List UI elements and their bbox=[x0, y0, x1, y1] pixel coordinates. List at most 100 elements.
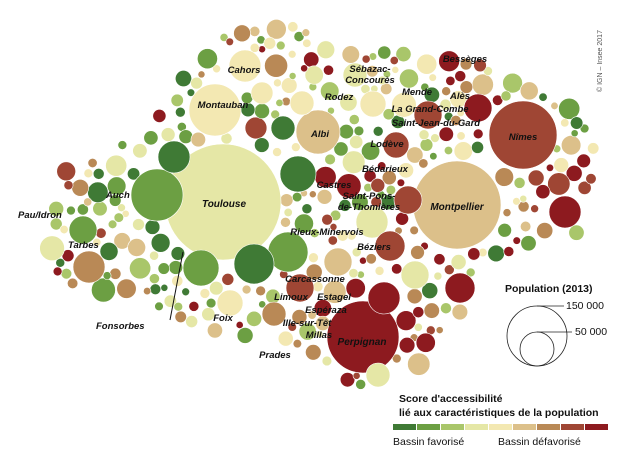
population-bubble bbox=[321, 213, 333, 226]
population-bubble bbox=[205, 297, 217, 309]
population-bubble bbox=[152, 109, 167, 123]
population-bubble bbox=[197, 70, 206, 79]
population-bubble bbox=[113, 212, 124, 223]
population-bubble bbox=[333, 141, 349, 157]
score-legend-low-label: Bassin favorisé bbox=[393, 436, 464, 448]
fonsorbes-leader-line bbox=[169, 251, 184, 321]
city-label-nimes: Nîmes bbox=[509, 132, 538, 143]
population-bubble bbox=[558, 97, 581, 120]
population-bubble bbox=[190, 131, 206, 148]
population-bubble bbox=[560, 135, 582, 156]
population-bubble bbox=[500, 90, 512, 102]
population-bubble bbox=[160, 127, 176, 142]
population-bubble bbox=[520, 220, 532, 233]
city-label-prades: Prades bbox=[259, 350, 291, 361]
population-bubble bbox=[456, 131, 466, 141]
population-bubble bbox=[283, 207, 293, 217]
population-bubble bbox=[363, 169, 377, 183]
population-bubble bbox=[254, 103, 270, 119]
population-bubble bbox=[320, 81, 340, 101]
population-bubble bbox=[316, 189, 333, 205]
population-bubble bbox=[428, 73, 437, 82]
population-bubble bbox=[149, 283, 162, 295]
population-bubble bbox=[398, 162, 414, 179]
population-bubble bbox=[173, 301, 184, 312]
population-bubble bbox=[512, 236, 521, 245]
population-bubble bbox=[327, 235, 338, 246]
score-legend-swatch bbox=[561, 424, 584, 430]
population-bubble bbox=[519, 194, 528, 203]
population-bubble bbox=[280, 216, 291, 228]
population-bubble bbox=[109, 194, 122, 207]
city-label-millas: Millas bbox=[306, 330, 332, 341]
population-bubble bbox=[143, 130, 159, 146]
population-bubble bbox=[233, 243, 275, 285]
population-bubble bbox=[132, 218, 145, 231]
population-bubble bbox=[406, 146, 424, 164]
population-bubble bbox=[174, 310, 187, 324]
population-bubble bbox=[127, 167, 141, 181]
population-bubble bbox=[406, 288, 423, 305]
population-bubble bbox=[277, 330, 294, 347]
population-bubble bbox=[421, 282, 439, 299]
population-bubble bbox=[266, 19, 287, 40]
population-bubble bbox=[149, 273, 160, 285]
population-bubble bbox=[219, 33, 229, 42]
population-bubble bbox=[291, 142, 301, 152]
population-bubble bbox=[270, 115, 296, 141]
city-label-cahors: Cahors bbox=[228, 65, 261, 76]
population-bubble bbox=[377, 161, 387, 171]
population-bubble bbox=[305, 344, 322, 361]
population-bubble bbox=[157, 262, 170, 275]
population-bubble bbox=[241, 284, 252, 295]
population-bubble bbox=[178, 129, 194, 144]
population-bubble bbox=[399, 68, 419, 89]
population-legend-value-large: 150 000 bbox=[566, 300, 604, 312]
population-bubble bbox=[63, 180, 74, 191]
population-bubble bbox=[560, 118, 570, 128]
population-bubble bbox=[287, 50, 297, 59]
population-bubble bbox=[351, 193, 369, 211]
population-bubble bbox=[440, 302, 452, 315]
population-bubble bbox=[336, 173, 362, 199]
population-bubble bbox=[236, 327, 254, 344]
population-bubble bbox=[143, 287, 152, 296]
population-bubble bbox=[410, 245, 425, 260]
population-bubble bbox=[382, 108, 395, 121]
population-bubble bbox=[342, 62, 368, 88]
population-bubble bbox=[201, 307, 216, 322]
population-bubble bbox=[71, 179, 90, 197]
population-bubble bbox=[338, 199, 352, 212]
population-bubble bbox=[429, 152, 438, 161]
population-bubble bbox=[157, 140, 191, 174]
population-bubble bbox=[228, 49, 262, 83]
population-bubble bbox=[471, 141, 484, 154]
population-bubble bbox=[497, 223, 512, 238]
population-bubble bbox=[385, 184, 397, 196]
population-bubble bbox=[570, 116, 584, 130]
city-label-saintjean: Saint-Jean-du-Gard bbox=[392, 118, 480, 129]
population-bubble bbox=[132, 143, 148, 159]
population-bubble bbox=[445, 75, 456, 86]
population-bubble bbox=[199, 288, 211, 299]
population-legend-title: Population (2013) bbox=[505, 283, 593, 295]
population-bubble bbox=[48, 201, 65, 217]
population-bubble bbox=[289, 90, 315, 116]
score-legend-swatch bbox=[489, 424, 512, 430]
score-legend-swatch bbox=[585, 424, 608, 430]
population-bubble bbox=[393, 185, 423, 215]
city-label-auch: Auch bbox=[105, 190, 130, 201]
city-label-besseges: Bessèges bbox=[443, 54, 487, 65]
population-bubble bbox=[450, 114, 462, 126]
population-bubble bbox=[430, 133, 440, 143]
population-bubble bbox=[392, 353, 402, 364]
population-bubble bbox=[456, 108, 465, 117]
population-bubble bbox=[441, 86, 451, 97]
population-bubble bbox=[503, 246, 515, 257]
population-bubble bbox=[520, 235, 537, 252]
population-bubble bbox=[338, 124, 354, 140]
score-legend-swatch bbox=[513, 424, 536, 430]
population-bubble bbox=[324, 153, 336, 166]
population-bubble bbox=[395, 310, 417, 331]
population-bubble bbox=[407, 352, 431, 376]
